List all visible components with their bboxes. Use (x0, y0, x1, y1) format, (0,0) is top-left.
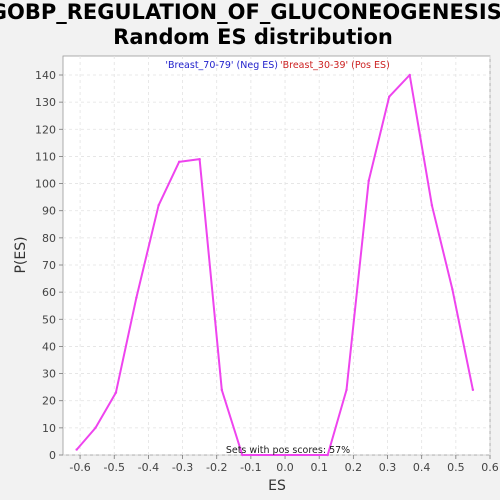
legend-pos-es: 'Breast_30-39' (Pos ES) (280, 60, 390, 71)
data-point (388, 95, 391, 98)
x-tick-label: -0.4 (138, 461, 159, 474)
y-tick-label: 20 (42, 395, 56, 408)
plot-area (62, 55, 491, 456)
data-point (345, 388, 348, 392)
y-tick-label: 120 (35, 123, 56, 136)
y-tick-label: 10 (42, 422, 56, 435)
data-point (430, 204, 434, 207)
data-point (94, 426, 97, 430)
x-tick-label: 0.1 (310, 461, 328, 474)
data-point (451, 288, 454, 291)
y-axis-label: P(ES) (13, 236, 29, 273)
chart-title-line2: Random ES distribution (113, 25, 393, 49)
y-tick-label: 100 (35, 178, 56, 191)
x-tick-label: 0.5 (447, 461, 465, 474)
x-tick-label: -0.1 (240, 461, 261, 474)
x-tick-label: 0.6 (481, 461, 499, 474)
data-point (75, 448, 78, 451)
y-tick-label: 140 (35, 69, 56, 82)
data-point (198, 157, 201, 161)
y-tick-label: 70 (42, 259, 56, 272)
y-tick-label: 130 (35, 96, 56, 109)
x-tick-label: 0.4 (413, 461, 431, 474)
x-tick-label: -0.2 (206, 461, 227, 474)
y-tick-label: 60 (42, 286, 56, 299)
y-tick-label: 110 (35, 150, 56, 163)
data-point (157, 204, 160, 207)
y-tick-label: 0 (49, 449, 56, 462)
y-tick-label: 40 (42, 340, 56, 353)
data-point (220, 388, 224, 392)
y-tick-label: 50 (42, 313, 56, 326)
data-point (135, 296, 138, 299)
series-layer (75, 73, 475, 457)
data-point (326, 453, 329, 457)
y-tick-label: 80 (42, 232, 56, 245)
y-tick-label: 30 (42, 368, 56, 381)
axis-ticks: -0.6 -0.5 -0.4 -0.3 -0.2 -0.1 0.0 0.1 0.2 0.3 0.4 0… (35, 69, 499, 474)
chart-title-line1: GOBP_REGULATION_OF_GLUCONEOGENESIS: (0, 0, 500, 24)
x-axis-label: ES (268, 478, 286, 494)
pos-scores-annotation: Sets with pos scores: 57% (226, 445, 350, 456)
data-point (114, 391, 118, 394)
data-point (408, 73, 411, 77)
grid (63, 56, 491, 456)
x-tick-label: 0.0 (276, 461, 294, 474)
x-tick-label: -0.5 (104, 461, 125, 474)
data-point (241, 453, 244, 457)
x-tick-label: -0.6 (69, 461, 90, 474)
legend-neg-es: 'Breast_70-79' (Neg ES) (165, 60, 278, 71)
data-point (177, 160, 181, 164)
x-tick-label: 0.3 (379, 461, 397, 474)
data-point (471, 388, 475, 392)
data-point (367, 179, 370, 183)
y-tick-label: 90 (42, 205, 56, 218)
x-tick-label: 0.2 (345, 461, 363, 474)
x-tick-label: -0.3 (172, 461, 193, 474)
